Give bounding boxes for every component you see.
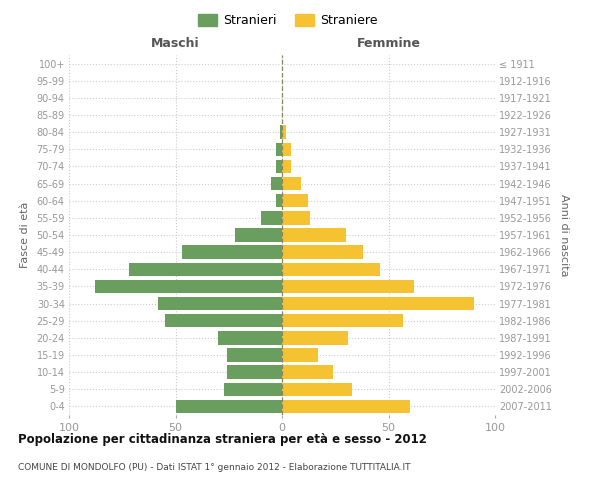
Bar	[282, 382, 352, 396]
Bar	[165, 314, 282, 328]
Bar	[95, 280, 282, 293]
Text: Popolazione per cittadinanza straniera per età e sesso - 2012: Popolazione per cittadinanza straniera p…	[18, 432, 427, 446]
Bar	[282, 366, 333, 379]
Bar	[282, 246, 363, 259]
Bar	[282, 177, 301, 190]
Bar	[282, 211, 310, 224]
Bar	[182, 246, 282, 259]
Bar	[282, 126, 286, 139]
Bar	[282, 297, 474, 310]
Bar	[275, 160, 282, 173]
Bar	[282, 280, 414, 293]
Text: Maschi: Maschi	[151, 37, 200, 50]
Bar	[218, 331, 282, 344]
Bar	[275, 142, 282, 156]
Bar	[282, 331, 348, 344]
Bar	[271, 177, 282, 190]
Bar	[282, 194, 308, 207]
Legend: Stranieri, Straniere: Stranieri, Straniere	[193, 8, 383, 32]
Bar	[158, 297, 282, 310]
Bar	[282, 314, 403, 328]
Bar	[280, 126, 282, 139]
Bar	[224, 382, 282, 396]
Text: Femmine: Femmine	[356, 37, 421, 50]
Y-axis label: Anni di nascita: Anni di nascita	[559, 194, 569, 276]
Y-axis label: Fasce di età: Fasce di età	[20, 202, 29, 268]
Bar	[282, 348, 318, 362]
Bar	[235, 228, 282, 241]
Bar	[128, 262, 282, 276]
Bar	[260, 211, 282, 224]
Bar	[282, 400, 410, 413]
Bar	[227, 366, 282, 379]
Bar	[282, 262, 380, 276]
Bar	[282, 142, 290, 156]
Text: COMUNE DI MONDOLFO (PU) - Dati ISTAT 1° gennaio 2012 - Elaborazione TUTTITALIA.I: COMUNE DI MONDOLFO (PU) - Dati ISTAT 1° …	[18, 462, 410, 471]
Bar	[176, 400, 282, 413]
Bar	[282, 228, 346, 241]
Bar	[282, 160, 290, 173]
Bar	[227, 348, 282, 362]
Bar	[275, 194, 282, 207]
